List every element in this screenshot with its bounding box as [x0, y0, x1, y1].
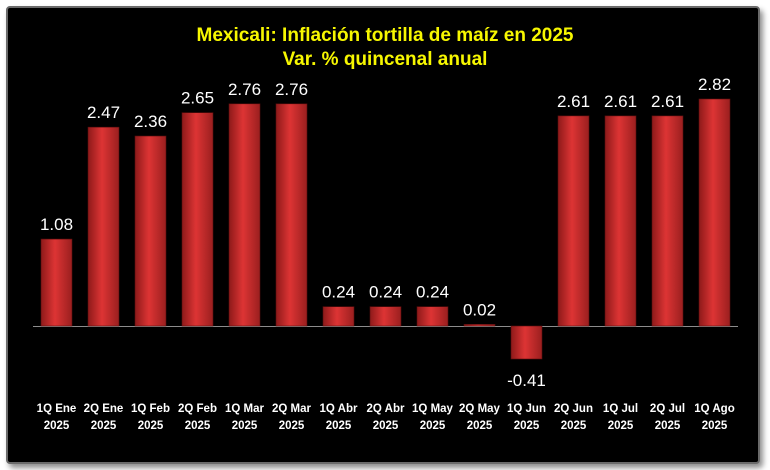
category-label: 2Q May 2025 [459, 403, 501, 432]
data-label: -0.41 [507, 371, 546, 390]
bar [604, 115, 637, 327]
data-label: 2.36 [134, 112, 167, 131]
bar [463, 324, 496, 327]
data-label: 1.08 [40, 215, 73, 234]
bar [698, 98, 731, 327]
category-label: 2Q Ene 2025 [84, 403, 124, 432]
chart-subtitle: Var. % quincenal anual [282, 49, 488, 70]
bar [416, 306, 449, 327]
bar [134, 135, 167, 327]
data-label: 2.61 [651, 92, 684, 111]
category-label: 2Q Jul 2025 [650, 403, 685, 432]
data-label: 0.24 [369, 283, 402, 302]
plot-area: 1.08 1Q Ene 2025 2.47 2Q Ene 2025 2.36 1Q Feb 20… [33, 75, 738, 432]
data-label: 2.61 [557, 92, 590, 111]
bar [557, 115, 590, 327]
bar [510, 325, 543, 360]
bar [651, 115, 684, 327]
data-label: 2.76 [228, 80, 261, 99]
data-label: 2.47 [87, 103, 120, 122]
category-label: 2Q Feb 2025 [178, 403, 217, 432]
chart-title-block: Mexicali: Inflación tortilla de maíz en … [0, 24, 770, 72]
data-label: 2.76 [275, 80, 308, 99]
category-label: 1Q Jul 2025 [603, 403, 638, 432]
bar [275, 103, 308, 327]
bar [181, 112, 214, 327]
category-label: 2Q Mar 2025 [272, 403, 312, 432]
data-label: 2.65 [181, 89, 214, 108]
data-label: 0.24 [322, 283, 355, 302]
category-label: 1Q May 2025 [412, 403, 454, 432]
category-label: 1Q Mar 2025 [225, 403, 265, 432]
category-label: 1Q Ago 2025 [694, 403, 734, 432]
bar [40, 238, 73, 327]
category-label: 2Q Jun 2025 [554, 403, 593, 432]
data-label: 2.61 [604, 92, 637, 111]
bar [228, 103, 261, 327]
bar [369, 306, 402, 327]
category-label: 1Q Jun 2025 [507, 403, 546, 432]
category-label: 1Q Abr 2025 [320, 403, 358, 432]
category-label: 1Q Ene 2025 [37, 403, 77, 432]
data-label: 2.82 [698, 75, 731, 94]
bar [87, 126, 120, 327]
category-label: 2Q Abr 2025 [367, 403, 405, 432]
bar [322, 306, 355, 327]
chart-title: Mexicali: Inflación tortilla de maíz en … [196, 25, 574, 46]
category-label: 1Q Feb 2025 [131, 403, 170, 432]
data-label: 0.24 [416, 283, 449, 302]
data-label: 0.02 [463, 300, 496, 319]
